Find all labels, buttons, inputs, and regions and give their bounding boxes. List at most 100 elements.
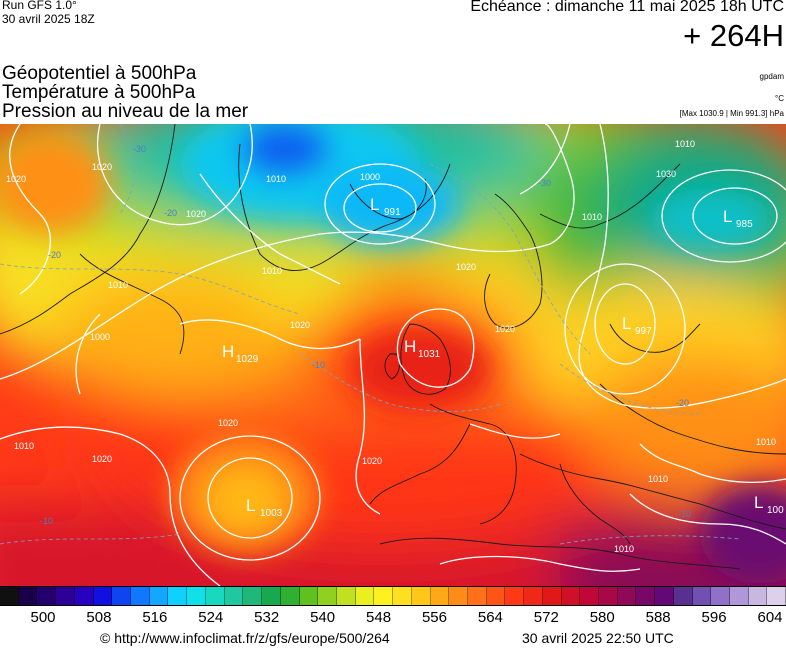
color-swatch	[318, 587, 337, 605]
isobars	[0, 124, 786, 586]
center-symbol: H	[222, 342, 234, 361]
isotherm-label: -10	[312, 360, 325, 370]
color-swatch	[673, 587, 693, 605]
scale-tick-label: 524	[198, 609, 224, 626]
color-swatch	[524, 587, 543, 605]
color-swatch	[767, 587, 786, 605]
color-swatch	[636, 587, 656, 605]
center-symbol: L	[246, 496, 255, 515]
isotherms	[0, 124, 741, 545]
color-swatch	[730, 587, 749, 605]
scale-tick-label: 604	[757, 609, 783, 626]
isotherm-labels: -30 -20 -20 -30 -10 -20 -10 -10	[40, 144, 691, 526]
isobar-label: 1020	[92, 162, 112, 172]
scale-tick-label: 572	[533, 609, 559, 626]
isobar-label: 1020	[186, 209, 206, 219]
color-swatch	[280, 587, 300, 605]
color-swatch	[131, 587, 150, 605]
color-swatch	[393, 587, 412, 605]
scale-tick-label: 588	[645, 609, 671, 626]
weather-map: L 991 L 985 H 1029 H 1031 L 997 L 1003 L…	[0, 124, 786, 586]
isobar-label: 1020	[218, 418, 238, 428]
color-swatch	[56, 587, 75, 605]
color-swatch	[467, 587, 487, 605]
scale-tick-label: 516	[142, 609, 168, 626]
color-swatch	[149, 587, 169, 605]
color-swatch	[112, 587, 132, 605]
center-value: 1003	[260, 508, 283, 519]
color-swatch	[542, 587, 562, 605]
isotherm-label: -10	[678, 509, 691, 519]
center-value: 1029	[236, 354, 259, 365]
isobar-label: 1000	[360, 172, 380, 182]
forecast-lead-time: + 264H	[683, 18, 784, 53]
color-swatch	[430, 587, 450, 605]
isobar-label: 1010	[648, 474, 668, 484]
color-swatch	[617, 587, 637, 605]
pressure-range: [Max 1030.9 | Min 991.3] hPa	[679, 109, 784, 118]
isobar-label: 1020	[362, 456, 382, 466]
isotherm-label: -20	[164, 208, 177, 218]
isobar-label: 1010	[262, 266, 282, 276]
scale-tick-label: 540	[310, 609, 336, 626]
scale-tick-label: 508	[86, 609, 112, 626]
param-temperature: Température à 500hPa	[2, 82, 196, 103]
isobar-label: 1030	[656, 169, 676, 179]
run-label: Run GFS 1.0°	[2, 0, 77, 12]
scale-tick-label: 548	[366, 609, 392, 626]
color-swatch	[262, 587, 281, 605]
scale-tick-label: 556	[421, 609, 447, 626]
color-swatch	[355, 587, 375, 605]
center-symbol: L	[622, 314, 631, 333]
pressure-centers: L 991 L 985 H 1029 H 1031 L 997 L 1003 L…	[222, 195, 784, 519]
isotherm-label: -30	[133, 144, 146, 154]
center-value: 1031	[418, 349, 441, 360]
color-swatch	[655, 587, 674, 605]
forecast-valid-time: Echéance : dimanche 11 mai 2025 18h UTC	[470, 0, 784, 15]
center-symbol: L	[723, 207, 732, 226]
color-swatch	[505, 587, 525, 605]
isotherm-label: -10	[40, 516, 53, 526]
color-swatch	[93, 587, 113, 605]
generation-timestamp: 30 avril 2025 22:50 UTC	[522, 630, 674, 646]
color-swatch	[243, 587, 263, 605]
color-swatch	[224, 587, 244, 605]
color-swatch	[486, 587, 506, 605]
color-swatch	[561, 587, 581, 605]
center-value: 100	[767, 505, 784, 516]
isobar-label: 1010	[614, 544, 634, 554]
isobar-label: 1010	[675, 139, 695, 149]
isobar-label: 1020	[6, 174, 26, 184]
scale-tick-label: 532	[254, 609, 280, 626]
color-swatch	[411, 587, 431, 605]
isotherm-label: -20	[48, 250, 61, 260]
scale-tick-label: 596	[701, 609, 727, 626]
unit-celsius: °C	[775, 94, 784, 103]
center-value: 985	[736, 219, 753, 230]
color-swatch	[336, 587, 356, 605]
center-symbol: L	[754, 493, 763, 512]
isobar-label: 1020	[290, 320, 310, 330]
center-value: 997	[635, 326, 652, 337]
center-value: 991	[384, 207, 401, 218]
color-swatch	[374, 587, 394, 605]
center-symbol: L	[370, 195, 379, 214]
color-swatch	[37, 587, 57, 605]
color-swatch	[168, 587, 188, 605]
run-date: 30 avril 2025 18Z	[2, 12, 95, 26]
isobar-label: 1010	[14, 441, 34, 451]
source-credit: © http://www.infoclimat.fr/z/gfs/europe/…	[100, 630, 390, 646]
isobar-label: 1020	[495, 324, 515, 334]
isobar-label: 1010	[108, 280, 128, 290]
color-swatch	[599, 587, 618, 605]
isobar-label: 1010	[582, 212, 602, 222]
isotherm-label: -30	[538, 178, 551, 188]
color-swatch	[205, 587, 225, 605]
unit-gpdam: gpdam	[759, 72, 784, 81]
color-swatch	[74, 587, 94, 605]
color-swatch	[692, 587, 712, 605]
isobar-labels: 1010 1020 1000 1020 1010 1020 1010 1030 …	[6, 139, 776, 554]
isotherm-label: -20	[676, 398, 689, 408]
isobar-label: 1010	[756, 437, 776, 447]
color-swatch	[748, 587, 768, 605]
